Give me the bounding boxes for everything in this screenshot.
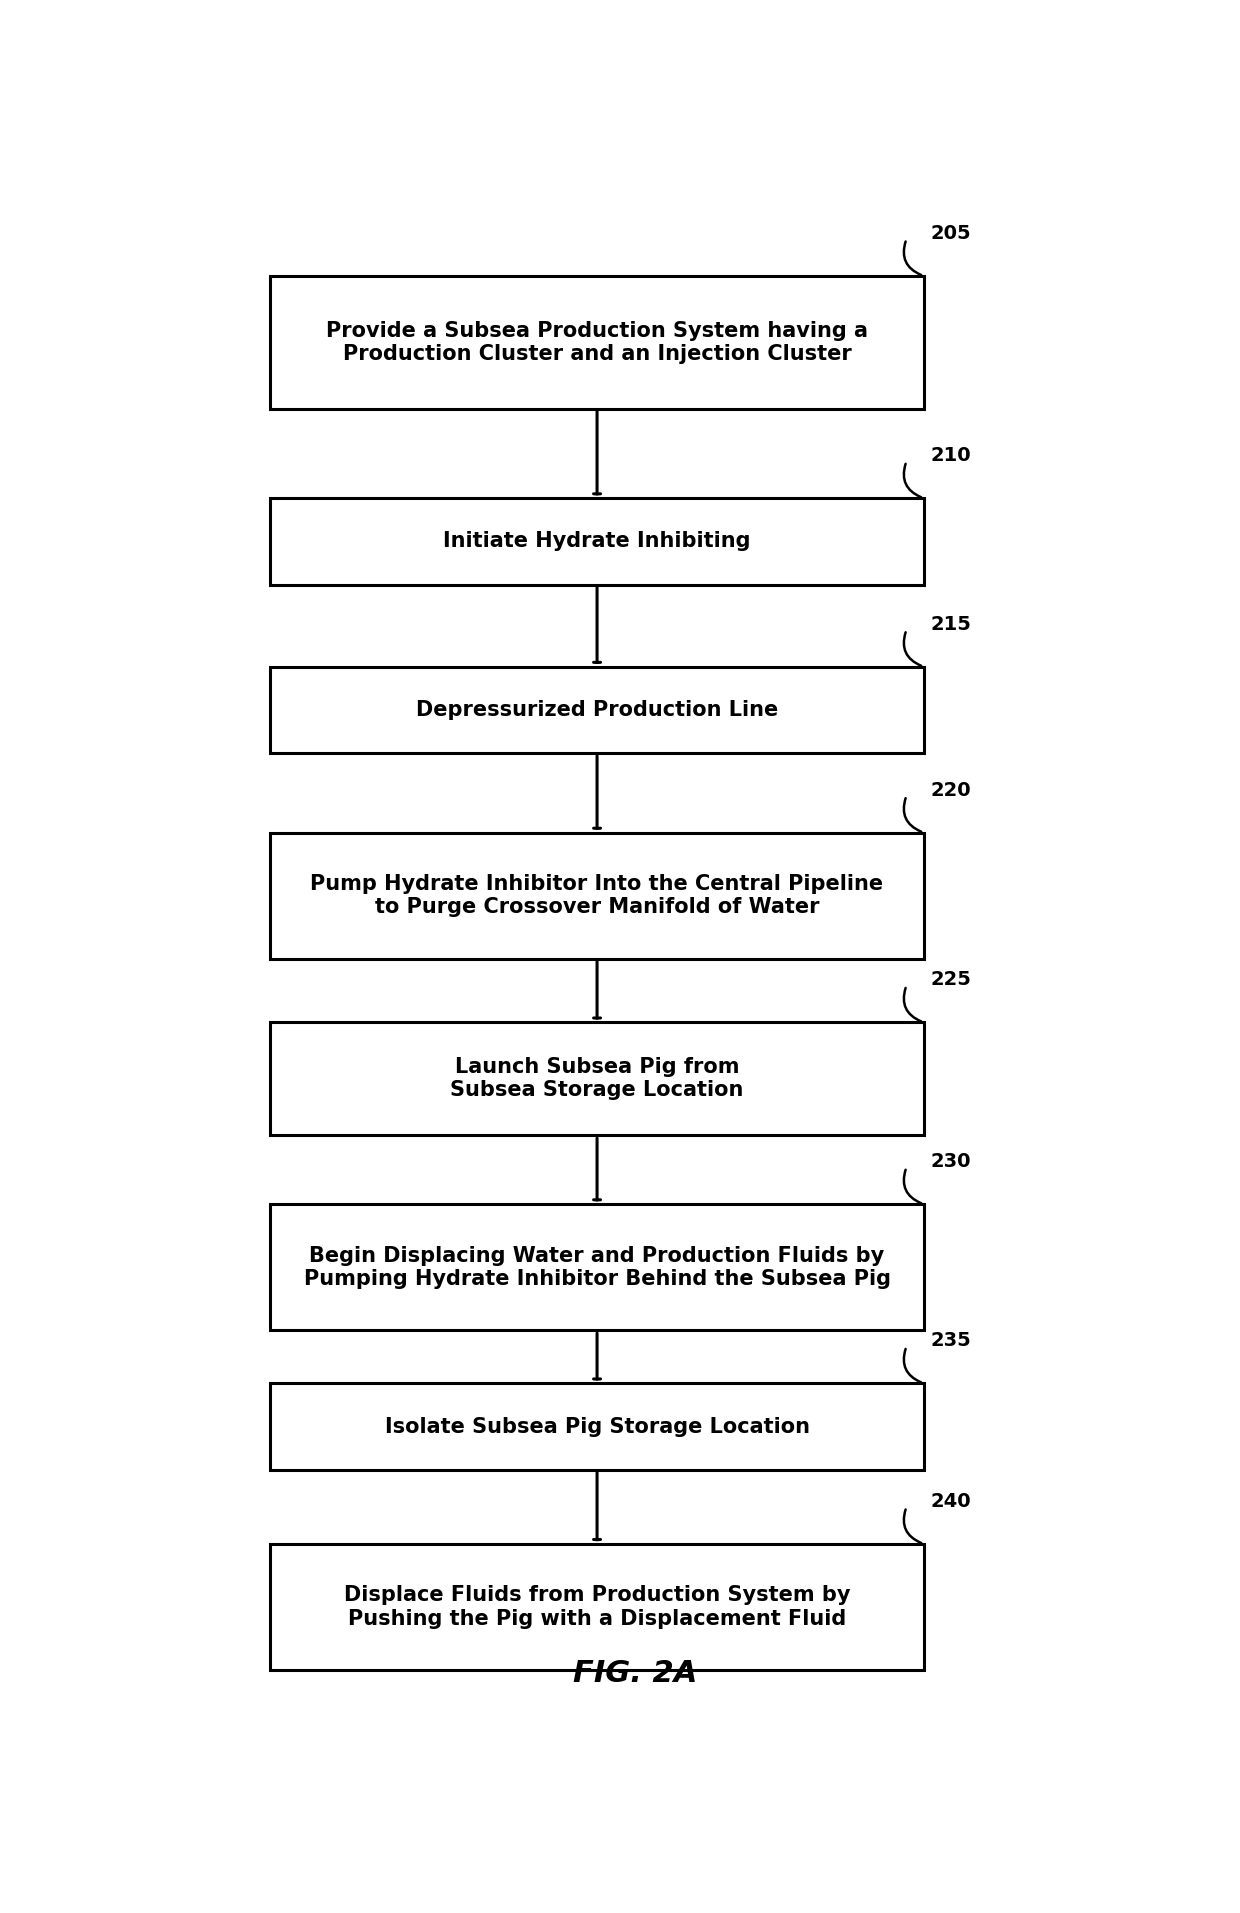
FancyBboxPatch shape bbox=[270, 668, 924, 754]
Text: Launch Subsea Pig from
Subsea Storage Location: Launch Subsea Pig from Subsea Storage Lo… bbox=[450, 1058, 744, 1100]
FancyBboxPatch shape bbox=[270, 1544, 924, 1670]
FancyBboxPatch shape bbox=[270, 1205, 924, 1330]
Text: Begin Displacing Water and Production Fluids by
Pumping Hydrate Inhibitor Behind: Begin Displacing Water and Production Fl… bbox=[304, 1245, 890, 1289]
FancyBboxPatch shape bbox=[270, 497, 924, 585]
Text: 235: 235 bbox=[930, 1331, 971, 1351]
Text: 240: 240 bbox=[930, 1492, 971, 1511]
Text: Isolate Subsea Pig Storage Location: Isolate Subsea Pig Storage Location bbox=[384, 1416, 810, 1437]
FancyBboxPatch shape bbox=[270, 1383, 924, 1469]
Text: Depressurized Production Line: Depressurized Production Line bbox=[415, 700, 779, 719]
Text: 215: 215 bbox=[930, 614, 971, 633]
Text: Provide a Subsea Production System having a
Production Cluster and an Injection : Provide a Subsea Production System havin… bbox=[326, 321, 868, 363]
Text: Displace Fluids from Production System by
Pushing the Pig with a Displacement Fl: Displace Fluids from Production System b… bbox=[343, 1586, 851, 1628]
Text: 230: 230 bbox=[930, 1152, 971, 1171]
FancyBboxPatch shape bbox=[270, 1022, 924, 1134]
FancyBboxPatch shape bbox=[270, 275, 924, 409]
Text: 210: 210 bbox=[930, 446, 971, 465]
FancyBboxPatch shape bbox=[270, 832, 924, 958]
Text: 220: 220 bbox=[930, 781, 971, 800]
Text: Pump Hydrate Inhibitor Into the Central Pipeline
to Purge Crossover Manifold of : Pump Hydrate Inhibitor Into the Central … bbox=[310, 874, 884, 918]
Text: 225: 225 bbox=[930, 970, 971, 989]
Text: 205: 205 bbox=[930, 224, 971, 243]
Text: Initiate Hydrate Inhibiting: Initiate Hydrate Inhibiting bbox=[444, 532, 750, 551]
Text: FIG. 2A: FIG. 2A bbox=[573, 1659, 698, 1687]
